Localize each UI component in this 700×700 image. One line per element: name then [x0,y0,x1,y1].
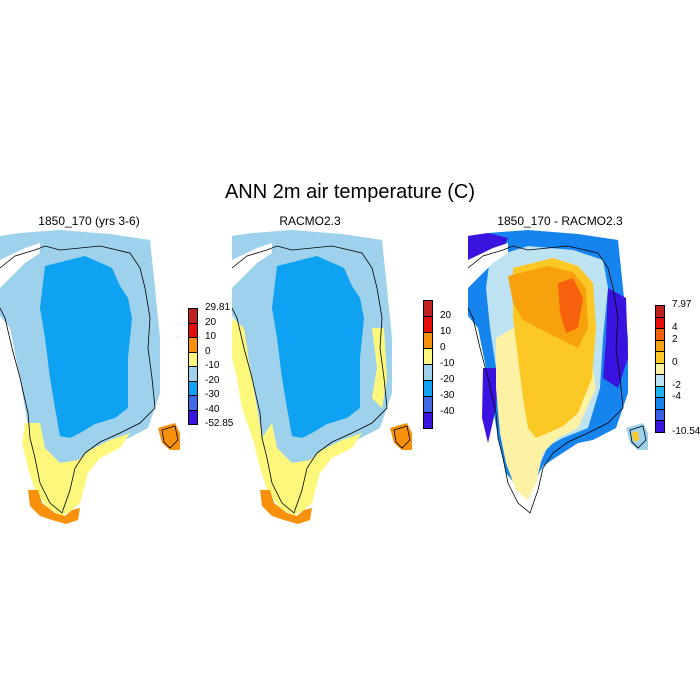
northwest-white-region [0,243,40,288]
northwest-white-region [232,243,272,288]
colorbar-label: 4 [672,322,678,333]
colorbar-label: -20 [440,374,455,385]
colorbar-label: -4 [672,391,681,402]
colorbar-label: -40 [440,406,455,417]
colorbar-label: 29.81 [205,302,231,313]
greenland-map-icon [232,230,412,524]
colorbar-label: -40 [205,403,220,415]
margin-yellow-region [232,318,362,516]
colorbar-swatch [423,380,433,397]
colorbar-swatch [188,351,198,367]
south-coast-yellow-region [22,423,130,516]
colorbar-swatch [188,380,198,396]
main-title: ANN 2m air temperature (C) [224,181,476,203]
colorbar-label: -30 [205,389,220,400]
panel-3-title: 1850_170 - RACMO2.3 [497,214,623,228]
colorbar-swatch [423,300,433,317]
south-tip-orange-region [260,490,312,524]
colorbar-swatch [188,308,198,324]
colorbar-swatch [188,395,198,411]
island-coastline [393,425,411,449]
panel-2-title: RACMO2.3 [279,214,341,228]
colorbar-swatch [188,322,198,338]
colorbar-label: -52.85 [205,418,234,429]
east-island-orange-region [158,423,180,450]
colorbar-swatch [423,412,433,429]
colorbar-swatch [423,348,433,365]
colorbar-label: -20 [205,374,220,386]
colorbar-label: 10 [440,326,452,337]
greenland-map-icon [0,230,180,524]
island-coastline [161,425,179,449]
coastline [468,245,624,514]
colorbar-label: -2 [672,379,681,391]
south-tip-orange-region [28,490,80,524]
east-island-orange-region [390,423,412,450]
colorbar-swatch [188,337,198,353]
coastline [232,245,388,514]
colorbar-label: 7.97 [672,299,692,310]
coastline [0,245,156,514]
colorbar-swatch [423,316,433,333]
ice-sheet-deep-region [272,256,364,438]
diff-red-orange-patch [558,278,583,333]
colorbar-label: 20 [440,310,452,321]
diff-violet-east-region [603,288,628,388]
east-island-yellow-patch [632,431,639,442]
colorbar-label: 0 [205,345,211,357]
colorbar-label: 0 [440,342,446,353]
panel-3-map [468,230,648,514]
colorbar-label: -10 [440,358,455,369]
panel-1-title: 1850_170 (yrs 3-6) [38,214,140,228]
colorbar-swatch [423,396,433,413]
panel-2-map [232,230,412,524]
diff-violet-southwest-region [482,368,498,443]
colorbar-label: 10 [205,331,217,342]
colorbar-label: -10 [205,360,220,371]
panel-1-map [0,230,180,524]
colorbar-swatch [188,366,198,382]
colorbar-label: 2 [672,333,678,345]
diff-white-northwest [468,243,508,288]
colorbar-label: 20 [205,316,217,328]
colorbar-label: -30 [440,390,455,401]
ice-sheet-deep-region [40,256,132,438]
colorbar-label: 0 [672,356,678,368]
greenland-map-icon [468,230,648,514]
colorbar-swatch [188,409,198,425]
island-coastline [629,425,647,449]
east-margin-yellow-region [372,328,387,408]
colorbar-swatch [423,364,433,381]
colorbar-swatch [423,332,433,349]
colorbar-label: -10.546 [672,425,700,437]
colorbar-swatch [655,420,665,433]
